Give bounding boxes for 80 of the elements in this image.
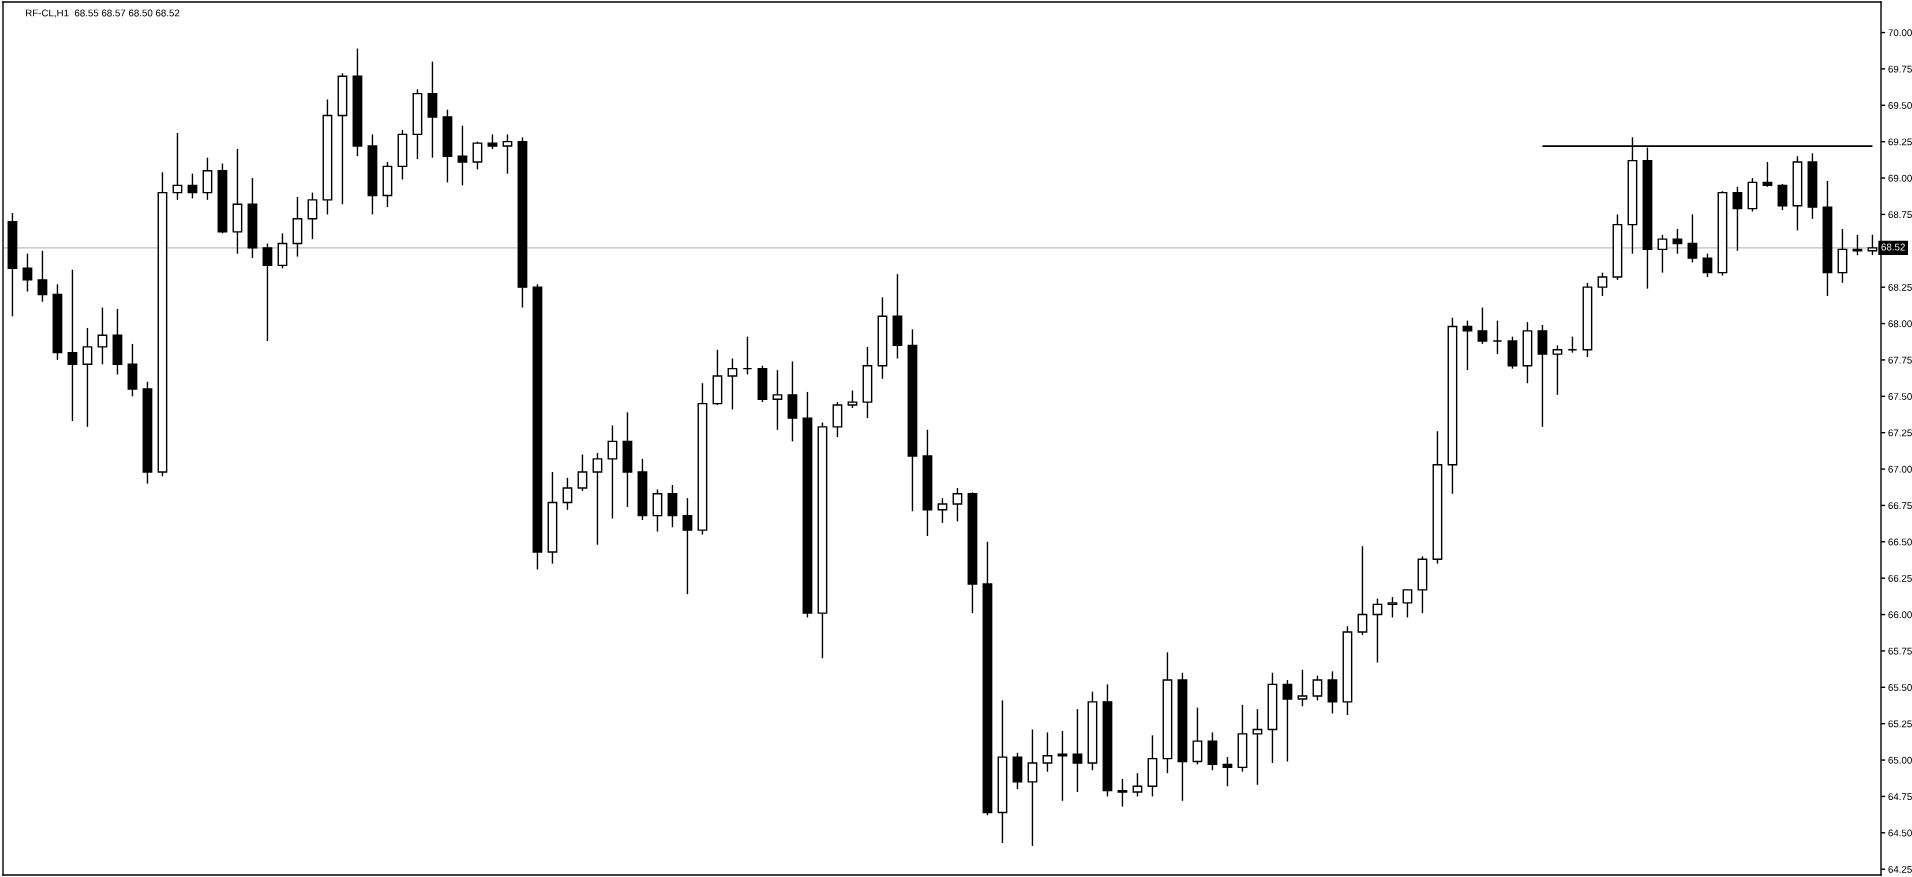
- candlestick: [1462, 319, 1473, 371]
- y-tick-label: 64.50: [1888, 829, 1912, 837]
- y-tick-label: 67.00: [1888, 465, 1912, 473]
- y-tick-label: 69.00: [1888, 174, 1912, 182]
- text: RF-CL,H1 68.55 68.57 68.50 68.52: [26, 9, 180, 18]
- candlestick: [97, 306, 108, 365]
- y-tick-label: 66.25: [1888, 574, 1912, 582]
- candlestick: [682, 497, 693, 595]
- candlestick: [427, 60, 438, 159]
- candlestick: [1132, 772, 1143, 798]
- candlestick: [952, 487, 963, 523]
- candlestick: [1702, 253, 1713, 278]
- candlestick: [502, 133, 513, 175]
- y-tick-label: 69.50: [1888, 102, 1912, 109]
- candlestick: [1477, 306, 1488, 345]
- y-tick-label: 66.50: [1888, 538, 1912, 546]
- y-tick-label: 65.75: [1888, 647, 1912, 655]
- candlestick: [1762, 161, 1773, 188]
- y-tick-label: 67.75: [1888, 356, 1912, 364]
- candlestick: [1192, 706, 1203, 766]
- candlestick: [1537, 324, 1548, 428]
- candlestick: [22, 253, 33, 293]
- y-tick-label: 68.25: [1888, 283, 1912, 291]
- candlestick: [1732, 186, 1743, 252]
- candlestick: [37, 250, 48, 303]
- candlestick: [652, 488, 663, 533]
- y-tick-label: 66.00: [1888, 611, 1912, 619]
- y-tick-label: 67.25: [1888, 429, 1912, 437]
- candlestick: [67, 269, 78, 422]
- y-tick-label: 64.75: [1888, 793, 1912, 801]
- candlestick: [1552, 344, 1563, 396]
- candlestick: [1687, 213, 1698, 264]
- candlestick: [1327, 670, 1338, 715]
- candlestick: [82, 327, 93, 428]
- y-tick-label: 70.00: [1888, 29, 1912, 37]
- candlestick: [787, 360, 798, 443]
- ref-line-label: 68.52: [1881, 243, 1905, 251]
- candlestick: [1312, 674, 1323, 702]
- candlestick: [667, 484, 678, 528]
- y-tick-label: 68.00: [1888, 320, 1912, 328]
- y-tick-label: 69.25: [1888, 138, 1912, 146]
- candlestick: [1042, 731, 1053, 773]
- candlestick: [202, 156, 213, 201]
- candlestick: [307, 191, 318, 240]
- y-tick-label: 65.50: [1888, 684, 1912, 691]
- candlestick: [772, 369, 783, 431]
- y-tick-label: 67.50: [1888, 393, 1912, 400]
- candlestick: [457, 124, 468, 187]
- candlestick: [1672, 228, 1683, 255]
- candlestick: [592, 452, 603, 546]
- candlestick: [1837, 228, 1848, 284]
- y-tick-label: 65.25: [1888, 720, 1912, 728]
- candlestick: [1657, 234, 1668, 274]
- candlestick: [1252, 708, 1263, 786]
- candlestick: [1072, 708, 1083, 793]
- candlestick: [1357, 545, 1368, 636]
- candlestick: [1282, 679, 1293, 763]
- candlestick: [1117, 778, 1128, 808]
- candlestick: [727, 357, 738, 411]
- candlestick: [1222, 756, 1233, 787]
- candlestick: [607, 424, 618, 520]
- candlestick: [1777, 183, 1788, 211]
- candlestick: [577, 453, 588, 492]
- candlestick: [937, 497, 948, 524]
- candlestick: [1387, 596, 1398, 619]
- candlestick: [832, 401, 843, 438]
- candlestick: [262, 242, 273, 342]
- y-tick-label: 69.75: [1888, 65, 1912, 73]
- y-tick-label: 68.75: [1888, 211, 1912, 219]
- candlestick: [1597, 271, 1608, 297]
- candlestick: [562, 477, 573, 511]
- candlestick: [1297, 669, 1308, 707]
- candlestick: [472, 140, 483, 171]
- y-tick-label: 64.25: [1888, 865, 1912, 873]
- candlestick: [277, 232, 288, 269]
- candlestick: [1207, 731, 1218, 771]
- candlestick: [1027, 728, 1038, 847]
- candlestick: [1402, 589, 1413, 619]
- y-tick-label: 66.75: [1888, 502, 1912, 510]
- y-tick-label: 65.00: [1888, 756, 1912, 764]
